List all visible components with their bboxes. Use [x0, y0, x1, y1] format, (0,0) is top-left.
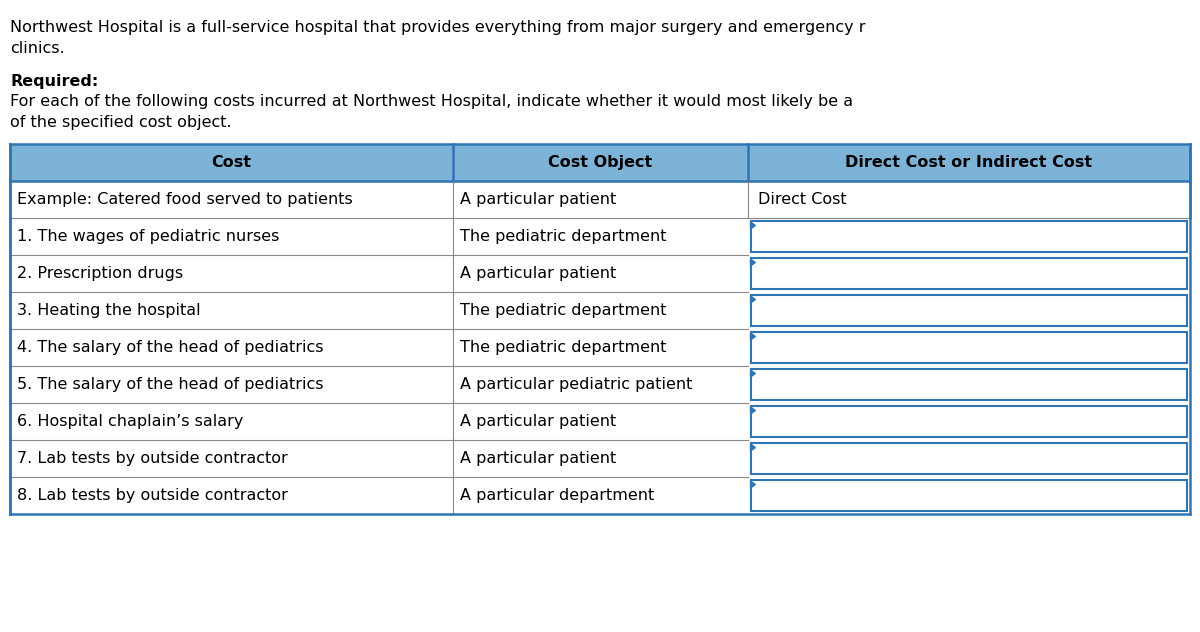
Polygon shape: [750, 370, 756, 377]
Text: Cost Object: Cost Object: [548, 155, 652, 170]
Bar: [750, 443, 1187, 474]
Polygon shape: [750, 333, 756, 340]
Text: Northwest Hospital is a full-service hospital that provides everything from majo: Northwest Hospital is a full-service hos…: [10, 20, 865, 35]
Text: Example: Catered food served to patients: Example: Catered food served to patients: [17, 192, 353, 207]
Text: The pediatric department: The pediatric department: [460, 340, 666, 355]
Text: The pediatric department: The pediatric department: [460, 229, 666, 244]
Polygon shape: [750, 296, 756, 303]
Bar: [750, 221, 1187, 252]
Text: of the specified cost object.: of the specified cost object.: [10, 115, 232, 130]
Bar: [750, 258, 1187, 289]
Text: For each of the following costs incurred at Northwest Hospital, indicate whether: For each of the following costs incurred…: [10, 94, 853, 109]
Text: A particular patient: A particular patient: [460, 192, 616, 207]
Text: 1. The wages of pediatric nurses: 1. The wages of pediatric nurses: [17, 229, 280, 244]
Text: 3. Heating the hospital: 3. Heating the hospital: [17, 303, 200, 318]
Text: A particular patient: A particular patient: [460, 414, 616, 429]
Bar: [750, 369, 1187, 400]
Text: A particular patient: A particular patient: [460, 451, 616, 466]
Text: Direct Cost: Direct Cost: [757, 192, 846, 207]
Text: Required:: Required:: [10, 74, 98, 89]
Text: A particular department: A particular department: [460, 488, 654, 503]
Text: 8. Lab tests by outside contractor: 8. Lab tests by outside contractor: [17, 488, 288, 503]
Polygon shape: [750, 444, 756, 451]
Bar: [750, 406, 1187, 437]
Polygon shape: [750, 259, 756, 266]
Text: The pediatric department: The pediatric department: [460, 303, 666, 318]
Polygon shape: [750, 407, 756, 414]
Bar: [750, 480, 1187, 511]
Text: clinics.: clinics.: [10, 41, 65, 56]
Text: 4. The salary of the head of pediatrics: 4. The salary of the head of pediatrics: [17, 340, 324, 355]
Polygon shape: [750, 222, 756, 229]
Bar: [750, 332, 1187, 363]
Bar: [750, 295, 1187, 326]
Text: A particular patient: A particular patient: [460, 266, 616, 281]
Text: 5. The salary of the head of pediatrics: 5. The salary of the head of pediatrics: [17, 377, 324, 392]
Polygon shape: [750, 481, 756, 488]
Text: 6. Hospital chaplain’s salary: 6. Hospital chaplain’s salary: [17, 414, 244, 429]
Text: A particular pediatric patient: A particular pediatric patient: [460, 377, 692, 392]
Text: Cost: Cost: [211, 155, 251, 170]
Bar: [10, 144, 1190, 181]
Text: 7. Lab tests by outside contractor: 7. Lab tests by outside contractor: [17, 451, 288, 466]
Text: 2. Prescription drugs: 2. Prescription drugs: [17, 266, 184, 281]
Text: Direct Cost or Indirect Cost: Direct Cost or Indirect Cost: [845, 155, 1092, 170]
